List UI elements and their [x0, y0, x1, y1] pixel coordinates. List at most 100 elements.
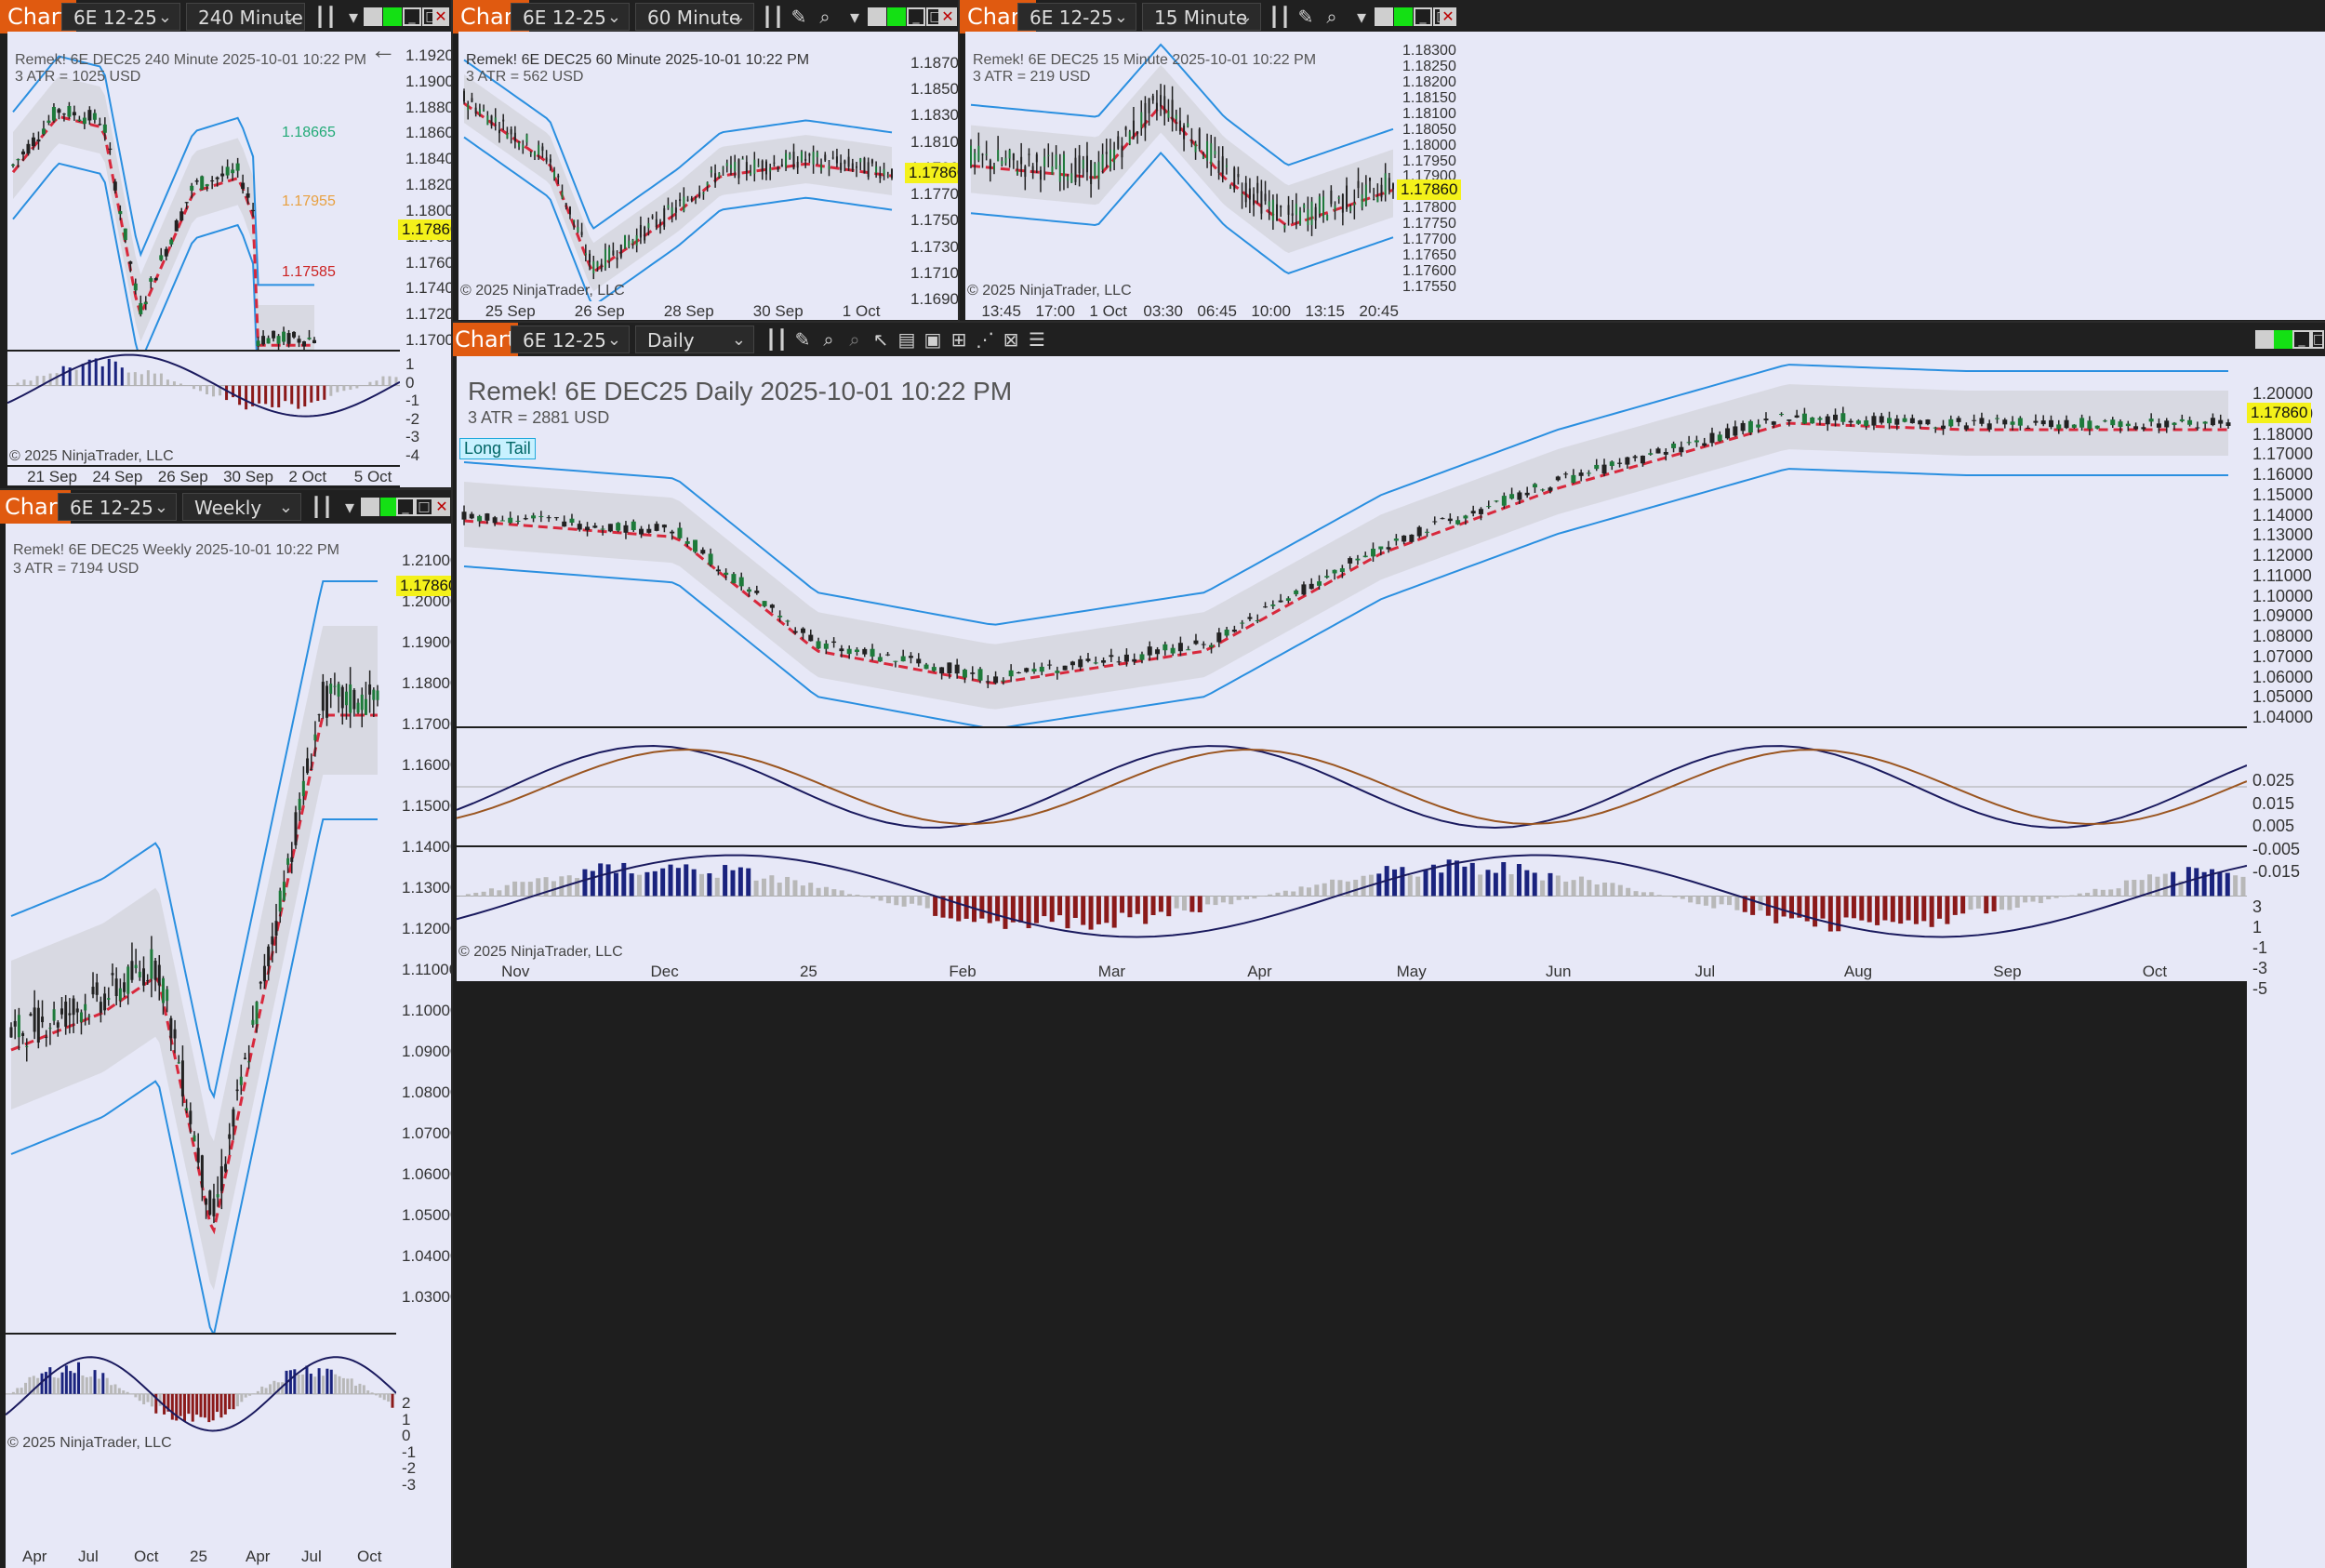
candle-body: [1109, 655, 1114, 658]
dropdown-arrow-icon[interactable]: ▾: [344, 496, 355, 518]
dropdown-arrow-icon[interactable]: ▾: [849, 6, 860, 28]
interval-selector[interactable]: Daily ⌄: [635, 326, 754, 353]
bar-style-icon[interactable]: ┃┃: [311, 496, 334, 518]
link-button[interactable]: [868, 7, 886, 26]
split-panel-icon[interactable]: ⊞: [950, 328, 967, 351]
link-button[interactable]: [361, 498, 379, 516]
candle-body: [1039, 666, 1044, 672]
histogram-bar: [113, 1384, 117, 1394]
oscillator-panel-macd[interactable]: [457, 728, 2247, 845]
link-color-button[interactable]: [380, 498, 399, 516]
histogram-bar: [163, 1393, 166, 1415]
instrument-selector[interactable]: 6E 12-25 ⌄: [511, 3, 630, 31]
close-button[interactable]: ✕: [1440, 7, 1456, 26]
link-color-button[interactable]: [2274, 330, 2292, 349]
bar-style-icon[interactable]: ┃┃: [1269, 6, 1292, 28]
price-panel[interactable]: Remek! 6E DEC25 15 Minute 2025-10-01 10:…: [965, 32, 1397, 301]
zoom-out-icon[interactable]: ⌕: [849, 328, 860, 351]
minimize-button[interactable]: _: [2292, 330, 2311, 349]
instrument-selector[interactable]: 6E 12-25 ⌄: [61, 3, 180, 31]
histogram-bar: [910, 896, 915, 904]
histogram-bar: [1314, 884, 1320, 897]
drawing-tool-icon[interactable]: ✎: [794, 328, 811, 351]
list-icon[interactable]: ☰: [1029, 328, 1045, 351]
candle-body: [796, 161, 799, 168]
price-panel[interactable]: Remek! 6E DEC25 Daily 2025-10-01 10:22 P…: [457, 356, 2247, 726]
candle-body: [2202, 421, 2208, 424]
candle-body: [706, 181, 709, 186]
price-panel[interactable]: Remek! 6E DEC25 240 Minute 2025-10-01 10…: [7, 32, 400, 350]
candle-body: [1055, 154, 1057, 169]
link-color-button[interactable]: [1394, 7, 1413, 26]
minimize-button[interactable]: _: [396, 498, 415, 516]
candle-body: [624, 234, 627, 249]
histogram-bar: [1252, 896, 1257, 899]
oscillator-panel[interactable]: © 2025 NinjaTrader, LLC: [6, 1335, 396, 1547]
candle-body: [1070, 661, 1075, 666]
candle-body: [1047, 154, 1050, 157]
candle-body: [568, 206, 571, 215]
candle-body: [29, 1014, 33, 1017]
price-tick: 1.14000: [2252, 505, 2314, 525]
instrument-selector[interactable]: 6E 12-25 ⌄: [1017, 3, 1136, 31]
pointer-icon[interactable]: ↖: [872, 328, 889, 351]
candle-body: [60, 1008, 63, 1015]
bar-style-icon[interactable]: ┃┃: [765, 328, 789, 351]
candle-body: [1663, 451, 1668, 455]
link-color-button[interactable]: [887, 7, 906, 26]
candle-body: [714, 173, 717, 183]
interval-selector[interactable]: 240 Minute ⌄: [186, 3, 305, 31]
candle-body: [2218, 419, 2224, 424]
candle-body: [364, 698, 367, 715]
histogram-bar: [2108, 889, 2114, 897]
histogram-bar: [179, 1393, 182, 1416]
candle-body: [875, 166, 878, 173]
instrument-selector[interactable]: 6E 12-25 ⌄: [511, 326, 630, 353]
minimize-button[interactable]: _: [907, 7, 925, 26]
zoom-in-icon[interactable]: ⌕: [823, 328, 834, 351]
histogram-bar: [68, 367, 72, 386]
price-panel[interactable]: Remek! 6E DEC25 Weekly 2025-10-01 10:22 …: [6, 524, 396, 1333]
link-button[interactable]: [364, 7, 382, 26]
maximize-button[interactable]: □: [2311, 330, 2325, 349]
histogram-bar: [1298, 886, 1304, 897]
candle-body: [247, 1061, 251, 1063]
bar-style-icon[interactable]: ┃┃: [314, 6, 338, 28]
data-box-icon[interactable]: ▤: [897, 328, 916, 351]
drawing-tool-icon[interactable]: ✎: [1297, 6, 1314, 28]
indicators-icon[interactable]: ⋰: [976, 328, 994, 351]
oscillator-panel[interactable]: © 2025 NinjaTrader, LLC: [7, 352, 400, 465]
price-panel[interactable]: Remek! 6E DEC25 60 Minute 2025-10-01 10:…: [458, 32, 905, 301]
date-tick: Nov: [501, 963, 530, 980]
candle-body: [36, 139, 41, 142]
properties-icon[interactable]: ▣: [923, 328, 942, 351]
oscillator-panel-histogram[interactable]: © 2025 NinjaTrader, LLC: [457, 847, 2247, 961]
histogram-bar: [1555, 875, 1561, 897]
back-arrow-icon[interactable]: ←: [370, 35, 396, 64]
link-button[interactable]: [2255, 330, 2274, 349]
link-button[interactable]: [1375, 7, 1393, 26]
close-button[interactable]: ✕: [938, 7, 957, 26]
bar-style-icon[interactable]: ┃┃: [762, 6, 785, 28]
strategies-icon[interactable]: ⊠: [1003, 328, 1019, 351]
interval-selector[interactable]: Weekly ⌄: [182, 493, 301, 521]
maximize-button[interactable]: □: [415, 498, 433, 516]
close-button[interactable]: ✕: [433, 498, 450, 516]
zoom-icon[interactable]: ⌕: [1326, 6, 1337, 28]
candle-body: [1694, 440, 1699, 443]
link-color-button[interactable]: [383, 7, 402, 26]
minimize-button[interactable]: _: [403, 7, 421, 26]
interval-selector[interactable]: 60 Minute ⌄: [635, 3, 754, 31]
dropdown-arrow-icon[interactable]: ▾: [348, 6, 359, 28]
interval-selector[interactable]: 15 Minute ⌄: [1142, 3, 1261, 31]
histogram-bar: [1282, 890, 1288, 897]
dropdown-arrow-icon[interactable]: ▾: [1356, 6, 1367, 28]
drawing-tool-icon[interactable]: ✎: [790, 6, 807, 28]
close-button[interactable]: ✕: [432, 7, 449, 26]
minimize-button[interactable]: _: [1414, 7, 1432, 26]
chart-tab[interactable]: Chart: [453, 323, 518, 356]
instrument-selector[interactable]: 6E 12-25 ⌄: [58, 493, 177, 521]
zoom-icon[interactable]: ⌕: [819, 6, 830, 28]
price-tick: 1.05000: [402, 1206, 451, 1224]
candle-body: [271, 936, 274, 945]
